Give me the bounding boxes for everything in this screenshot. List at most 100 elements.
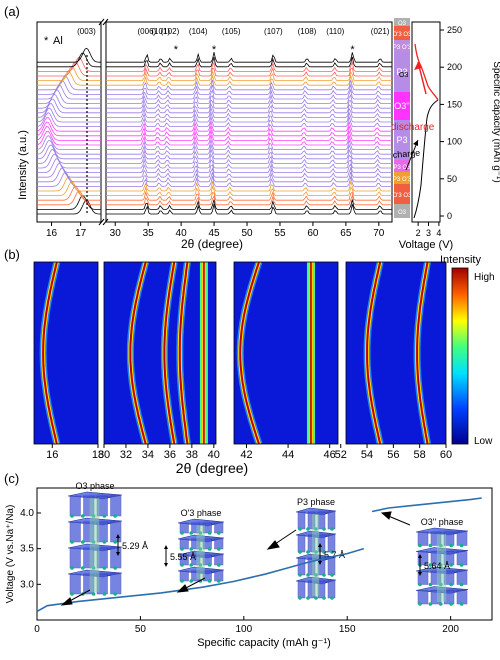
- spacing-arrow-head: [116, 534, 120, 538]
- panel-b-xlabel: 2θ (degree): [176, 460, 248, 476]
- xrd-trace-right: [106, 147, 392, 160]
- phase-segment: [394, 204, 410, 218]
- na-ion: [306, 550, 310, 554]
- octahedron: [69, 495, 81, 517]
- x-tick-label: 40: [176, 228, 188, 239]
- heatmap-tick-label: 52: [335, 449, 347, 461]
- xrd-trace-right: [106, 203, 392, 215]
- xrd-trace-right: [106, 56, 392, 68]
- xrd-trace-right: [106, 66, 392, 77]
- na-ion: [322, 573, 326, 577]
- heatmap-tick-label: 46: [324, 449, 336, 461]
- heatmap-tick-label: 44: [282, 449, 294, 461]
- structure-arrows: [60, 511, 411, 606]
- xrd-trace-left: [37, 172, 101, 187]
- xrd-trace-right: [106, 111, 392, 123]
- heatmap-tick-label: 54: [361, 449, 373, 461]
- na-ion: [459, 602, 464, 606]
- panel-b-label: (b): [4, 247, 20, 262]
- xrd-trace-right: [106, 191, 392, 201]
- na-ion: [428, 563, 433, 567]
- na-ion: [459, 582, 464, 587]
- heatmap-tick-label: 60: [440, 449, 452, 461]
- heatmap-tick-label: 16: [46, 449, 58, 461]
- na-ion: [449, 563, 454, 567]
- heatmap-tick-label: 18: [92, 449, 104, 461]
- colorbar-low: Low: [474, 436, 493, 447]
- xrd-trace-left: [37, 190, 101, 206]
- phase-segment-label: P3 O'3: [393, 177, 412, 183]
- xrd-trace-right: [106, 106, 392, 118]
- phase-segment: [394, 52, 410, 92]
- xrd-trace-right: [106, 166, 392, 178]
- na-ion: [180, 531, 184, 535]
- na-ion: [189, 579, 193, 583]
- octahedron: [456, 531, 468, 546]
- heatmap-tick-label: 58: [414, 449, 426, 461]
- xrd-trace-left: [37, 149, 101, 164]
- octahedron: [297, 511, 306, 530]
- colorbar-title: Intensity: [440, 254, 481, 266]
- panel-a-label: (a): [4, 4, 20, 19]
- capacity-tick-label: 50: [447, 174, 457, 184]
- na-ion: [102, 540, 107, 544]
- phase-segment-label: O'3 O3: [393, 32, 412, 38]
- xrd-trace-right: [106, 125, 392, 137]
- na-ion: [418, 582, 422, 587]
- octahedron: [456, 570, 468, 585]
- x-tick-label: 70: [373, 228, 385, 239]
- octahedron: [327, 580, 336, 599]
- na-ion: [459, 563, 464, 567]
- c-x-tick-label: 150: [339, 624, 356, 635]
- na-ion: [322, 527, 326, 531]
- xrd-trace-right: [106, 180, 392, 192]
- na-ion: [180, 579, 184, 583]
- na-ion: [207, 579, 212, 583]
- voltage-frame: [411, 21, 441, 223]
- na-ion: [113, 566, 117, 570]
- xrd-trace-left: [36, 126, 101, 141]
- na-ion: [113, 540, 117, 544]
- voltage-tick-label: 3: [426, 228, 431, 238]
- na-ion: [207, 531, 212, 535]
- c-y-tick-label: 4.0: [20, 508, 34, 519]
- xrd-trace-right: [106, 171, 392, 183]
- voltage-tick-label: 2: [416, 228, 421, 238]
- heatmap-ridge-core: [416, 261, 429, 445]
- na-ion: [298, 550, 302, 554]
- phase-segment-label: P3 O'3: [393, 45, 412, 51]
- x-tick-label: 35: [143, 228, 155, 239]
- xrd-trace-right: [106, 121, 392, 132]
- panel-c-frame: [36, 487, 493, 621]
- capacity-ylabel: Specific capacity (mAh g⁻¹): [491, 61, 500, 182]
- xrd-trace-left: [36, 103, 101, 118]
- x-tick-label: 16: [46, 228, 58, 239]
- intensity-colorbar: [451, 267, 469, 445]
- x-tick-label: 55: [274, 228, 286, 239]
- xrd-trace-left: [37, 195, 101, 210]
- phase-segment-label: P3: [396, 135, 407, 145]
- spacing-label: 5.55 Å: [170, 552, 196, 562]
- charge-arrow-head: [413, 140, 418, 146]
- spacing-arrow-head: [116, 552, 120, 556]
- panel-c-xlabel: Specific capacity (mAh g⁻¹): [197, 637, 331, 649]
- octahedron: [297, 534, 306, 553]
- phase-segment: [394, 18, 410, 26]
- octahedron: [69, 547, 81, 569]
- al-peak-band-center: [203, 262, 205, 444]
- octahedron: [327, 511, 336, 530]
- c-y-tick-label: 3.5: [20, 544, 34, 555]
- discharge-arrow-head: [414, 62, 422, 70]
- octahedron: [179, 538, 189, 550]
- capacity-tick-label: 0: [447, 211, 452, 221]
- heatmap-tick-label: 40: [208, 449, 220, 461]
- panel-a-ylabel: Intensity (a.u.): [17, 130, 29, 200]
- colorbar-high: High: [474, 272, 495, 283]
- phase-bar: O3 O'3 O3 P3 O'3 P3 O3 P3 O3'' P3 P3 O'3 O'3 O3 O…: [393, 18, 412, 218]
- panel-c: (c) Voltage (V vs.Na⁺/Na) Specific capac…: [4, 471, 493, 649]
- capacity-tick-label: 100: [447, 137, 462, 147]
- na-ion: [207, 563, 212, 567]
- xrd-trace-right: [106, 70, 392, 81]
